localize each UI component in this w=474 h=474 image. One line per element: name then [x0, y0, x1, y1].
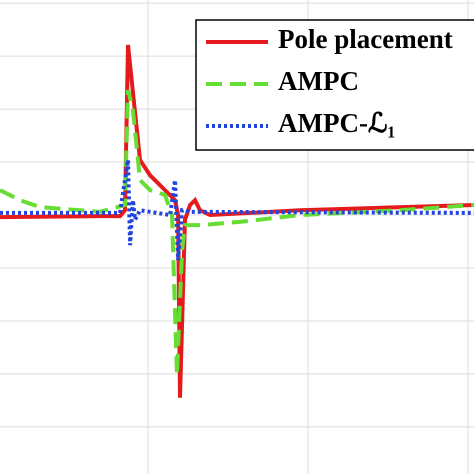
legend-label: AMPC [278, 66, 359, 96]
legend-label: Pole placement [278, 24, 453, 54]
legend-label: AMPC-ℒ₁ [278, 108, 396, 138]
series-line [0, 89, 474, 376]
series-line [0, 159, 474, 261]
